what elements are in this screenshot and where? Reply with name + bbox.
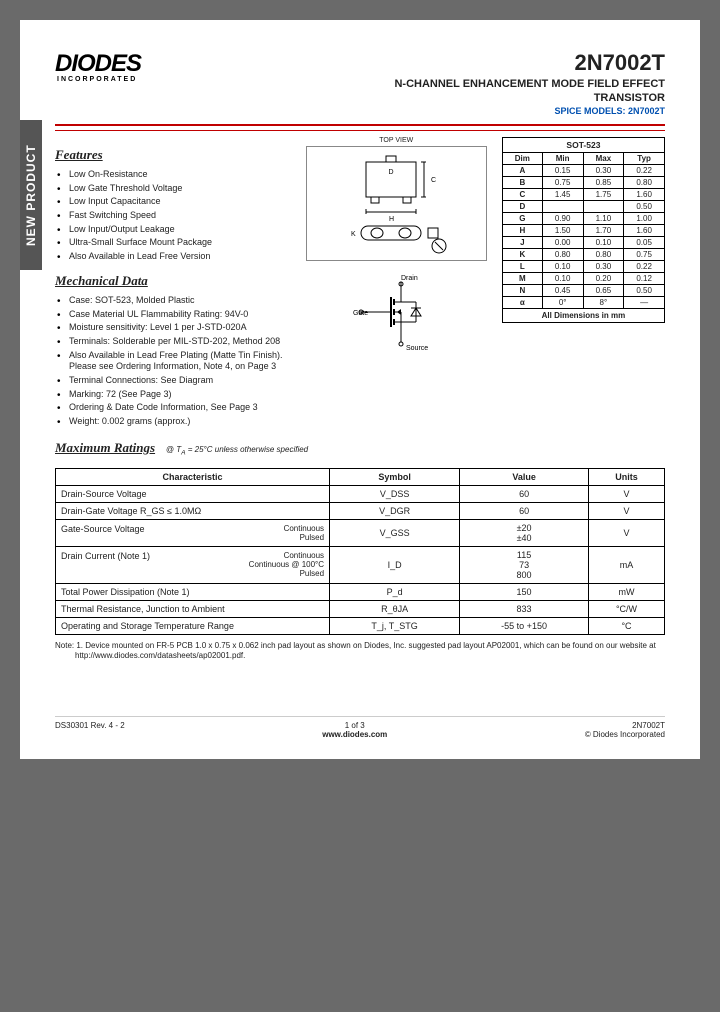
dim-table-caption: SOT-523 <box>502 137 665 152</box>
logo-block: DIODES INCORPORATED <box>55 50 141 83</box>
feature-item: Low On-Resistance <box>69 169 291 181</box>
main-content-row: Features Low On-Resistance Low Gate Thres… <box>55 137 665 430</box>
package-diagram: D C H K <box>306 146 487 261</box>
svg-text:K: K <box>351 231 356 238</box>
part-number: 2N7002T <box>394 50 665 76</box>
spice-model: 2N7002T <box>628 106 665 116</box>
ratings-title: Maximum Ratings <box>55 440 155 456</box>
footer-center: 1 of 3 www.diodes.com <box>322 721 387 739</box>
page-number: 1 of 3 <box>322 721 387 730</box>
datasheet-page: NEW PRODUCT DIODES INCORPORATED 2N7002T … <box>20 20 700 759</box>
footer-left: DS30301 Rev. 4 - 2 <box>55 721 125 739</box>
mechanical-item: Also Available in Lead Free Plating (Mat… <box>69 350 291 373</box>
mechanical-item: Marking: 72 (See Page 3) <box>69 389 291 401</box>
mechanical-item: Case Material UL Flammability Rating: 94… <box>69 309 291 321</box>
right-column: SOT-523 DimMinMaxTyp A0.150.300.22B0.750… <box>502 137 665 430</box>
mechanical-item: Terminals: Solderable per MIL-STD-202, M… <box>69 336 291 348</box>
mechanical-title: Mechanical Data <box>55 273 291 289</box>
feature-item: Also Available in Lead Free Version <box>69 251 291 263</box>
features-list: Low On-Resistance Low Gate Threshold Volt… <box>55 169 291 263</box>
subtitle-line1: N-CHANNEL ENHANCEMENT MODE FIELD EFFECT <box>394 78 665 90</box>
feature-item: Fast Switching Speed <box>69 210 291 222</box>
left-column: Features Low On-Resistance Low Gate Thres… <box>55 137 291 430</box>
svg-text:H: H <box>389 216 394 223</box>
spice-label: SPICE MODELS: <box>554 106 625 116</box>
ratings-table: CharacteristicSymbolValueUnits Drain-Sou… <box>55 468 665 635</box>
feature-item: Low Gate Threshold Voltage <box>69 183 291 195</box>
mechanical-item: Moisture sensitivity: Level 1 per J-STD-… <box>69 322 291 334</box>
svg-text:D: D <box>389 169 394 176</box>
mechanical-item: Case: SOT-523, Molded Plastic <box>69 295 291 307</box>
ratings-title-text: Maximum Ratings <box>55 440 155 455</box>
svg-text:Drain: Drain <box>401 275 418 282</box>
title-block: 2N7002T N-CHANNEL ENHANCEMENT MODE FIELD… <box>394 50 665 116</box>
mechanical-item: Terminal Connections: See Diagram <box>69 375 291 387</box>
header: DIODES INCORPORATED 2N7002T N-CHANNEL EN… <box>55 50 665 116</box>
website: www.diodes.com <box>322 730 387 739</box>
footer-right: 2N7002T © Diodes Incorporated <box>585 721 665 739</box>
feature-item: Ultra-Small Surface Mount Package <box>69 237 291 249</box>
ratings-condition: @ TA = 25°C unless otherwise specified <box>166 445 308 454</box>
mechanical-item: Weight: 0.002 grams (approx.) <box>69 416 291 428</box>
circuit-diagram: Drain <box>306 269 487 359</box>
divider-red <box>55 124 665 126</box>
features-title: Features <box>55 147 291 163</box>
topview-label: TOP VIEW <box>306 137 487 144</box>
svg-text:C: C <box>431 177 436 184</box>
middle-column: TOP VIEW D C H <box>306 137 487 430</box>
feature-item: Low Input Capacitance <box>69 196 291 208</box>
copyright: © Diodes Incorporated <box>585 730 665 739</box>
subtitle-line2: TRANSISTOR <box>394 92 665 104</box>
dim-table-footer: All Dimensions in mm <box>502 309 665 323</box>
logo-subtitle: INCORPORATED <box>57 76 141 83</box>
feature-item: Low Input/Output Leakage <box>69 224 291 236</box>
footnote: Note: 1. Device mounted on FR-5 PCB 1.0 … <box>55 641 665 662</box>
footer-part: 2N7002T <box>585 721 665 730</box>
footer: DS30301 Rev. 4 - 2 1 of 3 www.diodes.com… <box>55 716 665 739</box>
mechanical-list: Case: SOT-523, Molded Plastic Case Materi… <box>55 295 291 428</box>
logo-text: DIODES <box>55 50 141 78</box>
dimension-table: DimMinMaxTyp A0.150.300.22B0.750.850.80C… <box>502 152 665 309</box>
svg-text:Source: Source <box>406 345 428 352</box>
new-product-tab: NEW PRODUCT <box>20 120 42 270</box>
divider-red-thin <box>55 130 665 131</box>
mechanical-item: Ordering & Date Code Information, See Pa… <box>69 402 291 414</box>
spice-models: SPICE MODELS: 2N7002T <box>394 106 665 116</box>
